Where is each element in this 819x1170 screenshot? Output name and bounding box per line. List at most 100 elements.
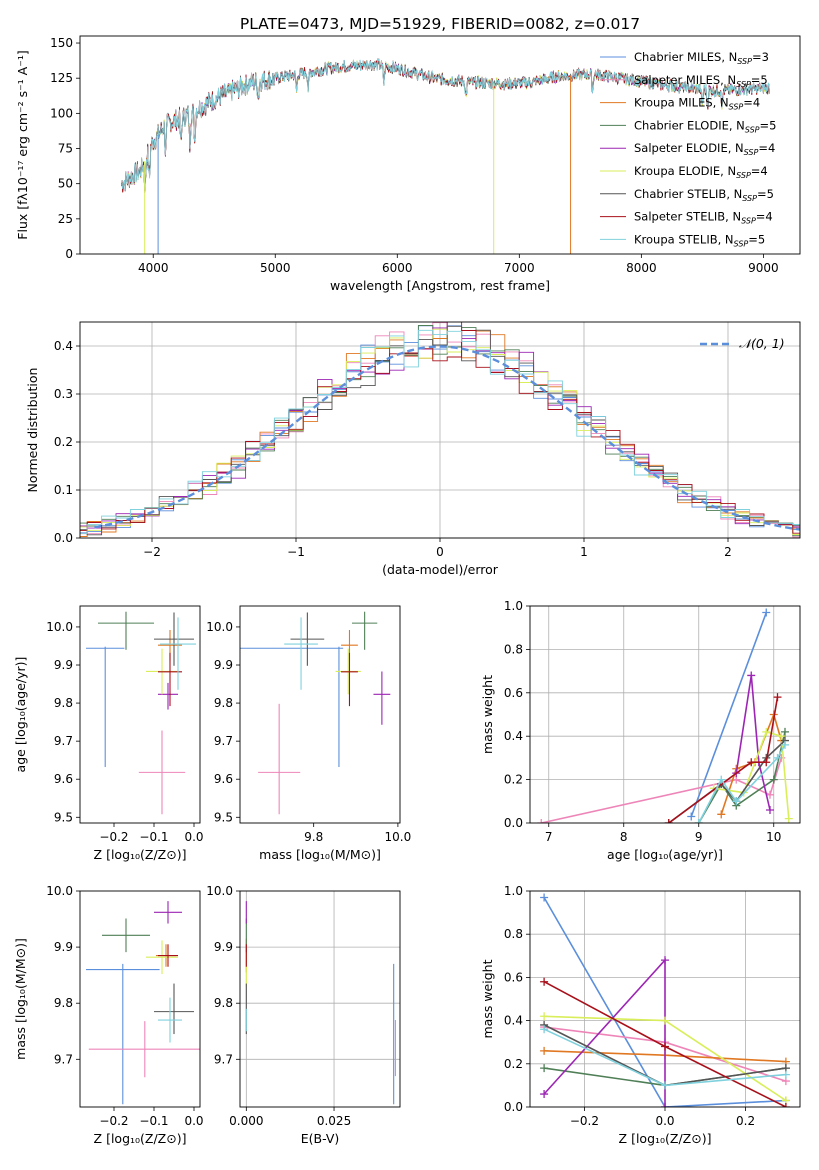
weight-marker <box>781 1070 790 1079</box>
y-tick-label: 10.0 <box>206 884 233 898</box>
weight-marker <box>773 693 782 702</box>
weight-marker <box>781 727 789 736</box>
x-tick-label: 0 <box>436 545 444 559</box>
legend-text: Salpeter ELODIE, N <box>634 141 744 155</box>
x-axis-label: Z [log₁₀(Z/Z⊙)] <box>94 1131 187 1146</box>
y-axis-label: Normed distribution <box>25 368 40 493</box>
weight-marker <box>777 732 786 741</box>
x-tick-label: 5000 <box>260 261 291 275</box>
y-axis-label: mass [log₁₀(M/M⊙)] <box>13 938 28 1060</box>
y-tick-label: 0.4 <box>504 1014 523 1028</box>
x-tick-label: 1 <box>580 545 588 559</box>
legend-label: 𝒩(0, 1) <box>739 336 785 351</box>
legend-subscript: SSP <box>729 103 744 112</box>
legend-label-1: Salpeter MILES, NSSP=5 <box>634 73 768 89</box>
axes-frame <box>529 890 801 1108</box>
x-axis-label: mass [log₁₀(M/M⊙)] <box>259 847 381 862</box>
legend-text: Salpeter MILES, N <box>634 73 736 87</box>
y-tick-label: 9.7 <box>54 1052 73 1066</box>
legend-text: Kroupa STELIB, N <box>634 232 734 246</box>
legend-label-7: Salpeter STELIB, NSSP=4 <box>634 210 773 226</box>
y-tick-label: 0.6 <box>504 970 523 984</box>
legend-label-8: Kroupa STELIB, NSSP=5 <box>634 232 765 248</box>
weight-marker <box>540 1064 549 1073</box>
weight-marker <box>762 727 771 736</box>
histograms <box>80 322 800 538</box>
legend-subscript: SSP <box>736 80 751 89</box>
weight-marker <box>732 797 741 806</box>
spectrum-series-8 <box>121 58 770 191</box>
y-tick-label: 10.0 <box>46 884 73 898</box>
y-tick-label: 9.5 <box>214 810 233 824</box>
weight-series-5 <box>713 730 790 819</box>
x-tick-label: 4000 <box>138 261 169 275</box>
weight-marker <box>540 977 549 986</box>
y-tick-label: 0.0 <box>504 816 523 830</box>
y-tick-label: 0.8 <box>504 927 523 941</box>
y-tick-label: 0.4 <box>504 729 523 743</box>
axes-frame <box>79 890 201 1108</box>
legend-label-5: Kroupa ELODIE, NSSP=4 <box>634 164 768 180</box>
error-bars <box>245 901 396 1105</box>
age_vs_Z-panel: −0.2 −0.1 0.0 9.5 9.6 9.7 9.8 9.9 10.0 Z [log₁₀(Z… <box>13 605 204 862</box>
weight-marker <box>540 1025 549 1034</box>
y-tick-label: 125 <box>50 71 73 85</box>
legend-text: Salpeter STELIB, N <box>634 210 741 224</box>
legend-text: =5 <box>757 187 774 201</box>
weight_vs_age-panel: 7 8 9 10 0.0 0.2 0.4 0.6 0.8 1.0 age [log₁₀(age/yr… <box>480 599 801 862</box>
y-axis-label: mass weight <box>480 675 495 754</box>
weight-marker <box>540 1046 549 1055</box>
x-tick-label: 0.2 <box>736 1114 755 1128</box>
x-tick-label: 2 <box>724 545 732 559</box>
legend-text: =5 <box>748 232 765 246</box>
figure-title: PLATE=0473, MJD=51929, FIBERID=0082, z=0… <box>240 15 640 33</box>
y-tick-label: 0.2 <box>54 435 73 449</box>
weight-marker <box>762 608 771 617</box>
x-tick-label: −0.1 <box>139 830 168 844</box>
legend-text: Chabrier ELODIE, N <box>634 118 745 132</box>
legend-subscript: SSP <box>734 239 749 248</box>
y-tick-label: 25 <box>58 212 73 226</box>
x-axis-label: E(B-V) <box>301 1131 340 1146</box>
spectrum-panel: 4000 5000 6000 7000 8000 9000 0 25 50 75 100 125 150… <box>15 35 801 293</box>
axes-frame <box>79 321 801 539</box>
spectrum-lines <box>121 58 770 254</box>
y-tick-label: 150 <box>50 36 73 50</box>
x-tick-label: 0.000 <box>229 1114 263 1128</box>
y-axis-label: age [log₁₀(age/yr)] <box>13 657 28 773</box>
error-bars <box>240 611 391 815</box>
weight-marker <box>687 812 696 821</box>
y-tick-label: 10.0 <box>206 620 233 634</box>
age_vs_mass-panel: 9.8 10.0 9.5 9.6 9.7 9.8 9.9 10.0 mass [log₁₀(M/… <box>206 605 411 862</box>
legend-text: =5 <box>751 73 768 87</box>
x-tick-label: 7 <box>545 830 553 844</box>
legend-subscript: SSP <box>736 171 751 180</box>
mass_vs_Z-panel: −0.2 −0.1 0.0 9.7 9.8 9.9 10.0 Z [log₁₀(Z/Z⊙)] m… <box>13 884 204 1146</box>
weight-marker <box>661 1103 669 1107</box>
y-tick-label: 9.6 <box>54 772 73 786</box>
y-axis-label: mass weight <box>480 959 495 1038</box>
y-axis-label: Flux [fλ10⁻¹⁷ erg cm⁻² s⁻¹ A⁻¹] <box>15 50 30 239</box>
axes-frame <box>529 605 801 824</box>
weight-marker <box>769 775 778 784</box>
weight-marker <box>661 1081 669 1090</box>
legend-text: =4 <box>743 96 760 110</box>
weight-marker <box>540 893 549 902</box>
weight-series-1 <box>541 757 783 823</box>
legend-subscript: SSP <box>745 125 760 134</box>
x-tick-label: −0.2 <box>99 1114 128 1128</box>
normal-curve <box>94 345 800 531</box>
x-tick-label: −0.2 <box>570 1114 599 1128</box>
legend-subscript: SSP <box>741 217 756 226</box>
weight-marker <box>762 758 771 767</box>
y-tick-label: 9.7 <box>54 734 73 748</box>
y-tick-label: 9.8 <box>214 996 233 1010</box>
y-tick-label: 0.4 <box>54 339 73 353</box>
weight-series-8 <box>698 744 786 823</box>
y-tick-label: 75 <box>58 142 73 156</box>
x-tick-label: 6000 <box>382 261 413 275</box>
residuals-panel: −2 −1 0 1 2 0.0 0.1 0.2 0.3 0.4 (data-model)/error… <box>25 321 801 577</box>
x-tick-label: 0.0 <box>655 1114 674 1128</box>
